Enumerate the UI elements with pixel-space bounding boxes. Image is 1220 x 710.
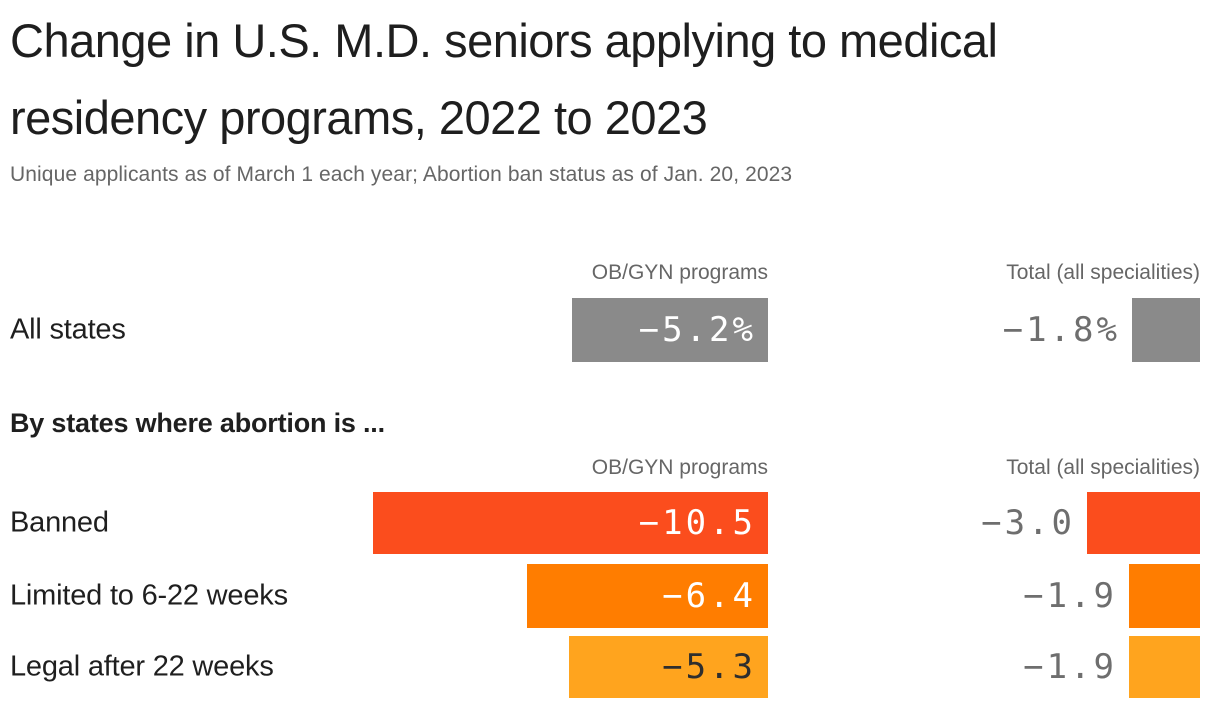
total-bar: [1129, 636, 1200, 698]
chart-row: Limited to 6-22 weeks −6.4 −1.9: [0, 564, 1220, 628]
total-value-label: −1.9: [1023, 576, 1117, 616]
obgyn-value-label: −5.2%: [638, 310, 756, 350]
page-title: Change in U.S. M.D. seniors applying to …: [10, 2, 1200, 156]
obgyn-value-label: −10.5: [638, 503, 756, 543]
obgyn-value-label: −6.4: [662, 576, 756, 616]
column-header-total: Total (all specialities): [1006, 261, 1200, 284]
row-label: All states: [10, 313, 126, 346]
chart-row: Legal after 22 weeks −5.3 −1.9: [0, 636, 1220, 698]
column-headers-row-2: OB/GYN programs Total (all specialities): [0, 456, 1220, 482]
obgyn-bar: −10.5: [373, 492, 768, 554]
column-header-obgyn: OB/GYN programs: [591, 456, 768, 479]
obgyn-value-label: −5.3: [662, 647, 756, 687]
column-header-total: Total (all specialities): [1006, 456, 1200, 479]
page-title-line-2: residency programs, 2022 to 2023: [10, 91, 708, 144]
obgyn-bar: −5.3: [569, 636, 768, 698]
row-label: Legal after 22 weeks: [10, 650, 274, 683]
obgyn-bar: −6.4: [527, 564, 768, 628]
row-label: Limited to 6-22 weeks: [10, 579, 288, 612]
total-bar: [1132, 298, 1200, 362]
total-value-label: −1.9: [1023, 647, 1117, 687]
total-value-label: −1.8%: [1002, 310, 1120, 350]
page-subtitle: Unique applicants as of March 1 each yea…: [10, 163, 793, 186]
column-headers-row-1: OB/GYN programs Total (all specialities): [0, 261, 1220, 287]
total-value-label: −3.0: [981, 503, 1075, 543]
column-header-obgyn: OB/GYN programs: [591, 261, 768, 284]
chart-row: Banned −10.5 −3.0: [0, 492, 1220, 554]
section-heading: By states where abortion is ...: [10, 408, 385, 438]
page-title-line-1: Change in U.S. M.D. seniors applying to …: [10, 14, 998, 67]
obgyn-bar: −5.2%: [572, 298, 768, 362]
total-bar: [1129, 564, 1200, 628]
total-bar: [1087, 492, 1200, 554]
row-label: Banned: [10, 506, 109, 539]
chart-row: All states −5.2% −1.8%: [0, 298, 1220, 362]
